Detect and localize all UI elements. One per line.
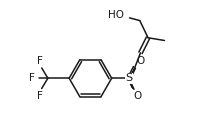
Text: F: F [37, 91, 43, 101]
Text: F: F [37, 56, 43, 66]
Text: HO: HO [108, 10, 124, 20]
Text: O: O [137, 56, 145, 66]
Text: F: F [29, 73, 35, 83]
Text: O: O [134, 91, 142, 101]
Text: S: S [125, 73, 132, 83]
